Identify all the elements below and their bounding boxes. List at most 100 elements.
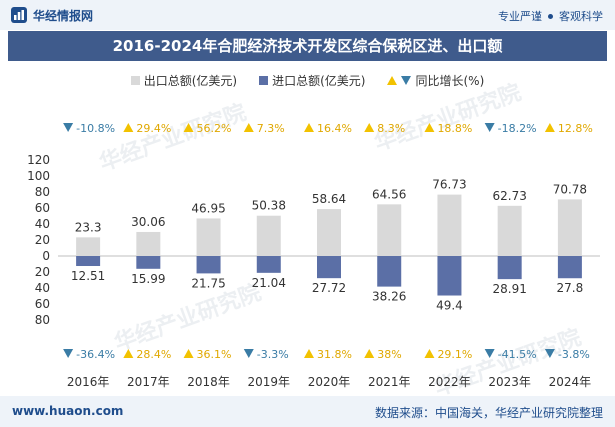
export-bar [196, 218, 221, 256]
import-bar [317, 256, 341, 279]
import-growth-marker-icon [123, 349, 134, 358]
x-tick-label: 2018年 [187, 375, 230, 389]
import-value-label: 38.26 [372, 290, 406, 304]
import-value-label: 21.04 [252, 276, 286, 290]
y-tick-label: 60 [35, 201, 50, 215]
import-value-label: 27.72 [312, 281, 346, 295]
y-tick-label: 40 [35, 281, 50, 295]
y-tick-label: 60 [35, 297, 50, 311]
export-growth-marker-icon [544, 123, 555, 132]
x-tick-label: 2016年 [67, 375, 110, 389]
export-value-label: 64.56 [372, 187, 406, 201]
export-value-label: 76.73 [432, 178, 466, 192]
export-bar [317, 209, 341, 256]
export-growth-label: 29.4% [136, 122, 171, 135]
export-bar [377, 204, 402, 256]
x-tick-label: 2023年 [488, 375, 531, 389]
export-value-label: 23.3 [75, 220, 102, 234]
import-growth-marker-icon [63, 349, 74, 358]
import-growth-label: 29.1% [437, 348, 472, 361]
import-bar [557, 256, 582, 279]
x-tick-label: 2022年 [428, 375, 471, 389]
legend-down-triangle-icon [401, 76, 412, 85]
legend-export-label: 出口总额(亿美元) [143, 74, 238, 88]
export-growth-label: -18.2% [498, 122, 537, 135]
export-growth-label: 56.2% [197, 122, 232, 135]
import-value-label: 49.4 [436, 299, 463, 313]
import-growth-marker-icon [183, 349, 194, 358]
import-growth-label: 38% [377, 348, 401, 361]
import-growth-label: -3.3% [257, 348, 289, 361]
import-bar [377, 256, 402, 287]
slogan: 专业严谨 客观科学 [498, 8, 603, 24]
chart-legend: 出口总额(亿美元) 进口总额(亿美元) 同比增长(%) [0, 72, 615, 89]
export-value-label: 70.78 [553, 182, 587, 196]
import-growth-marker-icon [484, 349, 495, 358]
export-growth-marker-icon [364, 123, 375, 132]
export-growth-label: 7.3% [257, 122, 285, 135]
x-tick-label: 2024年 [549, 375, 592, 389]
export-bar [497, 205, 522, 256]
y-tick-label: 80 [35, 313, 50, 327]
import-value-label: 27.8 [557, 281, 584, 295]
import-growth-marker-icon [544, 349, 555, 358]
import-value-label: 28.91 [492, 282, 526, 296]
legend-export: 出口总额(亿美元) [130, 72, 238, 89]
legend-import-label: 进口总额(亿美元) [272, 74, 366, 88]
import-growth-label: 36.1% [197, 348, 232, 361]
export-value-label: 50.38 [252, 199, 286, 213]
import-value-label: 15.99 [131, 272, 165, 286]
export-growth-marker-icon [63, 123, 74, 132]
legend-import: 进口总额(亿美元) [259, 72, 365, 89]
brand-name: 华经情报网 [33, 8, 94, 23]
export-growth-label: 16.4% [317, 122, 352, 135]
import-bar [136, 256, 161, 269]
import-growth-marker-icon [424, 349, 435, 358]
import-growth-marker-icon [304, 349, 314, 358]
import-bar [437, 256, 462, 296]
footer: www.huaon.com 数据来源：中国海关，华经产业研究院整理 [0, 396, 615, 427]
export-bar [76, 237, 101, 256]
x-tick-label: 2017年 [127, 375, 170, 389]
top-bar: 华经情报网 专业严谨 客观科学 [0, 0, 615, 30]
import-growth-label: 31.8% [317, 348, 352, 361]
legend-growth: 同比增长(%) [387, 72, 484, 89]
export-value-label: 58.64 [312, 192, 346, 206]
import-growth-label: -3.8% [558, 348, 590, 361]
export-bar [256, 215, 281, 256]
export-value-label: 62.73 [492, 189, 526, 203]
export-growth-label: 8.3% [377, 122, 405, 135]
slogan-dot-icon [548, 13, 553, 19]
export-value-label: 30.06 [131, 215, 165, 229]
brand-logo-icon [11, 7, 27, 23]
legend-growth-label: 同比增长(%) [415, 74, 485, 88]
import-bar [256, 256, 281, 273]
export-bar [136, 231, 161, 256]
y-tick-label: 20 [35, 265, 50, 279]
chart-title: 2016-2024年合肥经济技术开发区综合保税区进、出口额 [8, 31, 607, 61]
footer-source: 数据来源：中国海关，华经产业研究院整理 [374, 406, 603, 420]
y-tick-label: 120 [27, 153, 50, 167]
export-growth-marker-icon [183, 123, 194, 132]
y-tick-label: 20 [35, 233, 50, 247]
export-growth-marker-icon [304, 123, 314, 132]
import-growth-label: -41.5% [498, 348, 537, 361]
y-tick-label: 0 [42, 249, 50, 263]
export-bar [557, 199, 582, 256]
brand: 华经情报网 [10, 5, 93, 25]
y-tick-label: 80 [35, 185, 50, 199]
export-growth-label: 18.8% [437, 122, 472, 135]
import-growth-label: -36.4% [76, 348, 115, 361]
import-growth-label: 28.4% [136, 348, 171, 361]
x-tick-label: 2020年 [308, 375, 351, 389]
x-tick-label: 2021年 [368, 375, 411, 389]
footer-site: www.huaon.com [12, 404, 124, 418]
export-growth-marker-icon [123, 123, 134, 132]
legend-export-swatch [130, 76, 140, 85]
export-value-label: 46.95 [191, 201, 225, 215]
chart-area: 120 100 80 60 40 20 0 20 40 60 80 23.3 12.51 -10.8% -3… [27, 122, 600, 389]
import-bar [196, 256, 221, 274]
export-growth-label: -10.8% [76, 122, 115, 135]
import-value-label: 12.51 [71, 269, 105, 283]
slogan-left: 专业严谨 [498, 10, 542, 23]
